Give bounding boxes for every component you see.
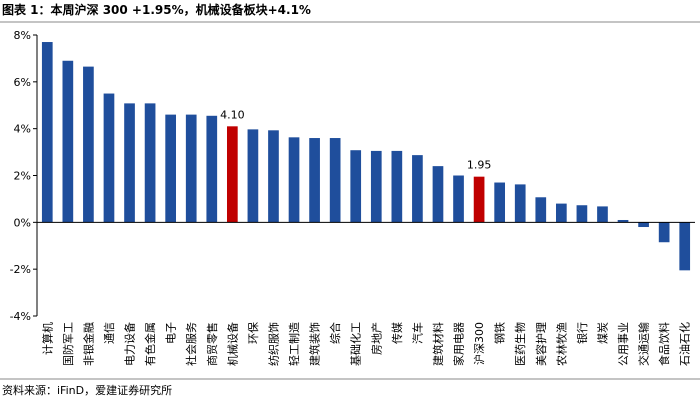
x-tick-label: 建筑材料 bbox=[431, 322, 445, 366]
bar bbox=[247, 129, 259, 223]
x-tick-label: 交通运输 bbox=[637, 322, 651, 366]
bar bbox=[144, 103, 156, 223]
x-tick-label: 美容护理 bbox=[534, 322, 548, 366]
x-tick-label: 国防军工 bbox=[61, 322, 75, 366]
bar bbox=[83, 66, 94, 223]
bar bbox=[391, 150, 403, 223]
bar bbox=[329, 138, 341, 223]
bar bbox=[432, 166, 444, 223]
bar bbox=[494, 182, 506, 223]
chart-title: 图表 1：本周沪深 300 +1.95%，机械设备板块+4.1% bbox=[2, 2, 311, 17]
y-tick-label: 4% bbox=[14, 123, 31, 136]
x-tick-label: 环保 bbox=[246, 322, 260, 344]
x-tick-label: 家用电器 bbox=[452, 322, 466, 366]
bar bbox=[268, 130, 279, 223]
x-tick-label: 沪深300 bbox=[472, 322, 486, 365]
bar bbox=[453, 175, 464, 223]
bar bbox=[412, 155, 423, 223]
bar bbox=[309, 138, 320, 223]
x-tick-label: 房地产 bbox=[369, 322, 383, 355]
x-tick-label: 食品饮料 bbox=[657, 322, 671, 366]
bar bbox=[206, 115, 218, 223]
x-tick-label: 电子 bbox=[165, 322, 178, 344]
x-tick-label: 电力设备 bbox=[123, 322, 137, 366]
bar bbox=[679, 222, 691, 271]
y-tick-label: 6% bbox=[14, 76, 31, 89]
x-tick-label: 纺织服饰 bbox=[266, 322, 280, 366]
bar bbox=[124, 103, 135, 223]
bar bbox=[514, 184, 526, 223]
x-tick-label: 通信 bbox=[103, 322, 116, 344]
x-tick-label: 轻工制造 bbox=[287, 322, 301, 366]
x-tick-label: 商贸零售 bbox=[205, 322, 219, 366]
bar bbox=[617, 219, 629, 223]
x-tick-label: 农林牧渔 bbox=[554, 322, 568, 366]
bar bbox=[597, 206, 608, 223]
x-tick-label: 机械设备 bbox=[225, 322, 239, 366]
bar bbox=[288, 137, 300, 223]
x-tick-label: 银行 bbox=[575, 322, 589, 344]
x-tick-label: 社会服务 bbox=[184, 322, 198, 366]
bar bbox=[576, 205, 588, 223]
x-tick-label: 传媒 bbox=[391, 322, 404, 344]
y-tick-label: -4% bbox=[10, 310, 31, 323]
bar bbox=[638, 222, 649, 228]
x-tick-label: 煤炭 bbox=[596, 322, 609, 344]
bar bbox=[555, 203, 567, 223]
y-tick-label: 2% bbox=[14, 170, 31, 183]
bar bbox=[165, 114, 177, 223]
x-tick-label: 有色金属 bbox=[143, 322, 157, 366]
x-tick-label: 综合 bbox=[328, 322, 342, 344]
value-label: 1.95 bbox=[467, 159, 492, 172]
x-tick-label: 计算机 bbox=[40, 322, 54, 355]
bar bbox=[473, 176, 485, 223]
x-tick-label: 建筑装饰 bbox=[308, 322, 322, 366]
x-tick-label: 基础化工 bbox=[349, 322, 363, 366]
x-tick-label: 汽车 bbox=[410, 322, 424, 344]
bar bbox=[535, 197, 547, 223]
bar bbox=[226, 126, 238, 223]
bar bbox=[350, 150, 362, 223]
source: 资料来源：iFinD，爱建证券研究所 bbox=[2, 383, 172, 397]
bar bbox=[185, 114, 197, 223]
x-tick-label: 医药生物 bbox=[513, 322, 527, 366]
value-label: 4.10 bbox=[220, 108, 245, 121]
y-tick-label: 0% bbox=[14, 216, 31, 229]
x-tick-label: 钢铁 bbox=[494, 322, 507, 344]
x-tick-label: 石油石化 bbox=[678, 322, 692, 366]
x-tick-label: 非银金融 bbox=[81, 322, 95, 366]
x-tick-label: 公用事业 bbox=[617, 322, 630, 366]
bar bbox=[658, 222, 670, 243]
bar bbox=[62, 60, 74, 223]
y-tick-label: -2% bbox=[10, 263, 31, 276]
y-tick-label: 8% bbox=[14, 29, 31, 42]
bar bbox=[370, 150, 382, 223]
bar bbox=[103, 93, 115, 223]
bar bbox=[41, 42, 53, 223]
